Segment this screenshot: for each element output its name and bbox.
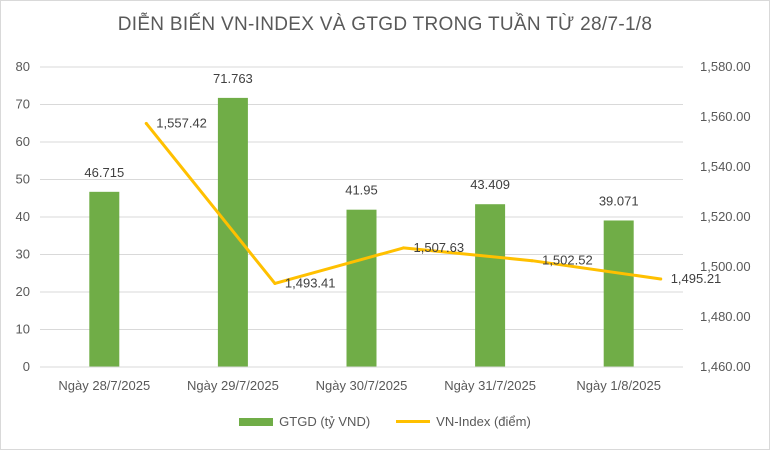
line-data-label: 1,557.42 (156, 115, 207, 130)
x-tick-label: Ngày 1/8/2025 (576, 378, 661, 393)
bar-data-label: 41.95 (345, 183, 378, 198)
legend-item-vnindex: VN-Index (điểm) (396, 414, 531, 429)
x-tick-label: Ngày 29/7/2025 (187, 378, 279, 393)
legend-label-vnindex: VN-Index (điểm) (436, 414, 531, 429)
bar (346, 209, 377, 367)
y-right-tick-label: 1,540.00 (700, 159, 751, 174)
bar-data-label: 71.763 (213, 71, 253, 86)
line-point (530, 259, 534, 263)
legend-swatch-bar (239, 417, 274, 426)
y-left-tick-label: 60 (16, 134, 30, 149)
legend-swatch-line (396, 420, 431, 423)
line-point (273, 281, 277, 285)
y-left-tick-label: 40 (16, 209, 30, 224)
bar-data-label: 43.409 (470, 177, 510, 192)
line-data-label: 1,495.21 (671, 271, 722, 286)
y-left-tick-label: 0 (23, 359, 30, 374)
line-point (402, 246, 405, 250)
line-point (144, 121, 148, 125)
line-point (659, 277, 663, 281)
x-tick-label: Ngày 28/7/2025 (58, 378, 150, 393)
y-right-tick-label: 1,500.00 (700, 259, 751, 274)
y-right-tick-label: 1,460.00 (700, 359, 751, 374)
y-left-tick-label: 80 (16, 59, 30, 74)
y-left-tick-label: 20 (16, 284, 30, 299)
chart-title: DIỄN BIẾN VN-INDEX VÀ GTGD TRONG TUẦN TỪ… (117, 14, 653, 35)
y-right-tick-label: 1,560.00 (700, 109, 751, 124)
y-right-tick-label: 1,480.00 (700, 309, 751, 324)
line-data-label: 1,502.52 (542, 253, 593, 268)
y-left-tick-label: 50 (16, 172, 30, 187)
bar (603, 220, 634, 367)
y-right-tick-label: 1,580.00 (700, 59, 751, 74)
bar (89, 191, 120, 367)
bar-data-label: 39.071 (599, 193, 639, 208)
legend: GTGD (tỷ VND) VN-Index (điểm) (0, 414, 770, 429)
line-data-label: 1,493.41 (285, 275, 336, 290)
y-left-tick-label: 30 (16, 247, 30, 262)
y-left-tick-label: 10 (16, 322, 30, 337)
legend-label-gtgd: GTGD (tỷ VND) (279, 414, 371, 429)
legend-item-gtgd: GTGD (tỷ VND) (239, 414, 370, 429)
bar (475, 204, 506, 367)
y-left-tick-label: 70 (16, 97, 30, 112)
x-tick-label: Ngày 31/7/2025 (444, 378, 536, 393)
y-right-tick-label: 1,520.00 (700, 209, 751, 224)
bar-data-label: 46.715 (84, 165, 124, 180)
x-tick-label: Ngày 30/7/2025 (316, 378, 408, 393)
line-data-label: 1,507.63 (414, 240, 465, 255)
